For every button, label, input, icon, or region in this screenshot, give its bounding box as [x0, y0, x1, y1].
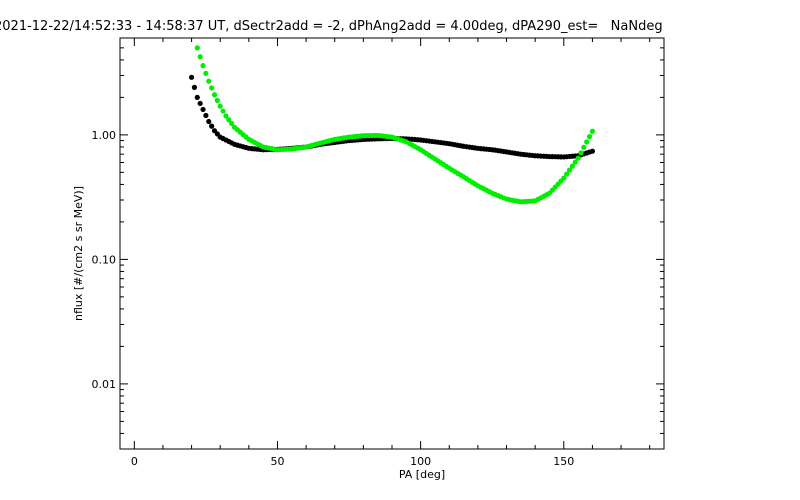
series-1-point: [581, 144, 587, 150]
y-tick-label: 0.01: [92, 378, 117, 391]
series-0-point: [589, 148, 596, 154]
y-axis-label: nflux [#/(cm2 s sr MeV)]: [72, 186, 85, 321]
series-1-point: [206, 78, 212, 84]
series-1-point: [226, 117, 232, 123]
series-1-point: [220, 108, 226, 114]
series-1-point: [561, 175, 567, 181]
series-1-point: [572, 159, 578, 165]
series-1-point: [211, 92, 218, 98]
series-1-point: [200, 63, 206, 69]
series-1-point: [223, 113, 229, 119]
series-1-point: [578, 150, 584, 156]
series-0-point: [194, 94, 200, 101]
x-tick-label: 100: [410, 455, 431, 468]
series-0-point: [188, 74, 195, 80]
x-tick-label: 0: [131, 455, 138, 468]
series-1-point: [197, 54, 203, 60]
y-tick-label: 1.00: [92, 129, 117, 142]
series-0-point: [206, 118, 212, 125]
series-1-point: [584, 139, 590, 145]
x-tick-label: 150: [553, 455, 574, 468]
series-0-point: [203, 112, 209, 119]
series-0-point: [197, 100, 203, 107]
series-1-point: [589, 128, 596, 134]
series-0-point: [191, 84, 198, 90]
series-1-point: [229, 120, 235, 127]
series-1-point: [203, 70, 209, 76]
chart-title: 2021-12-22/14:52:33 - 14:58:37 UT, dSect…: [0, 19, 663, 34]
series-0-point: [200, 106, 206, 113]
x-tick-label: 50: [270, 455, 284, 468]
series-1-point: [209, 85, 215, 91]
series-1-point: [217, 103, 223, 109]
series-1-point: [564, 171, 570, 177]
series-1-point: [569, 163, 575, 169]
plot-frame: [119, 37, 665, 450]
y-tick-label: 0.10: [92, 253, 117, 266]
series-0-point: [209, 123, 215, 129]
series-1-point: [214, 97, 220, 104]
x-axis-label: PA [deg]: [399, 468, 445, 481]
series-1-point: [586, 134, 593, 140]
series-1-point: [575, 155, 581, 161]
series-1-point: [194, 45, 200, 51]
series-1-point: [566, 167, 573, 173]
